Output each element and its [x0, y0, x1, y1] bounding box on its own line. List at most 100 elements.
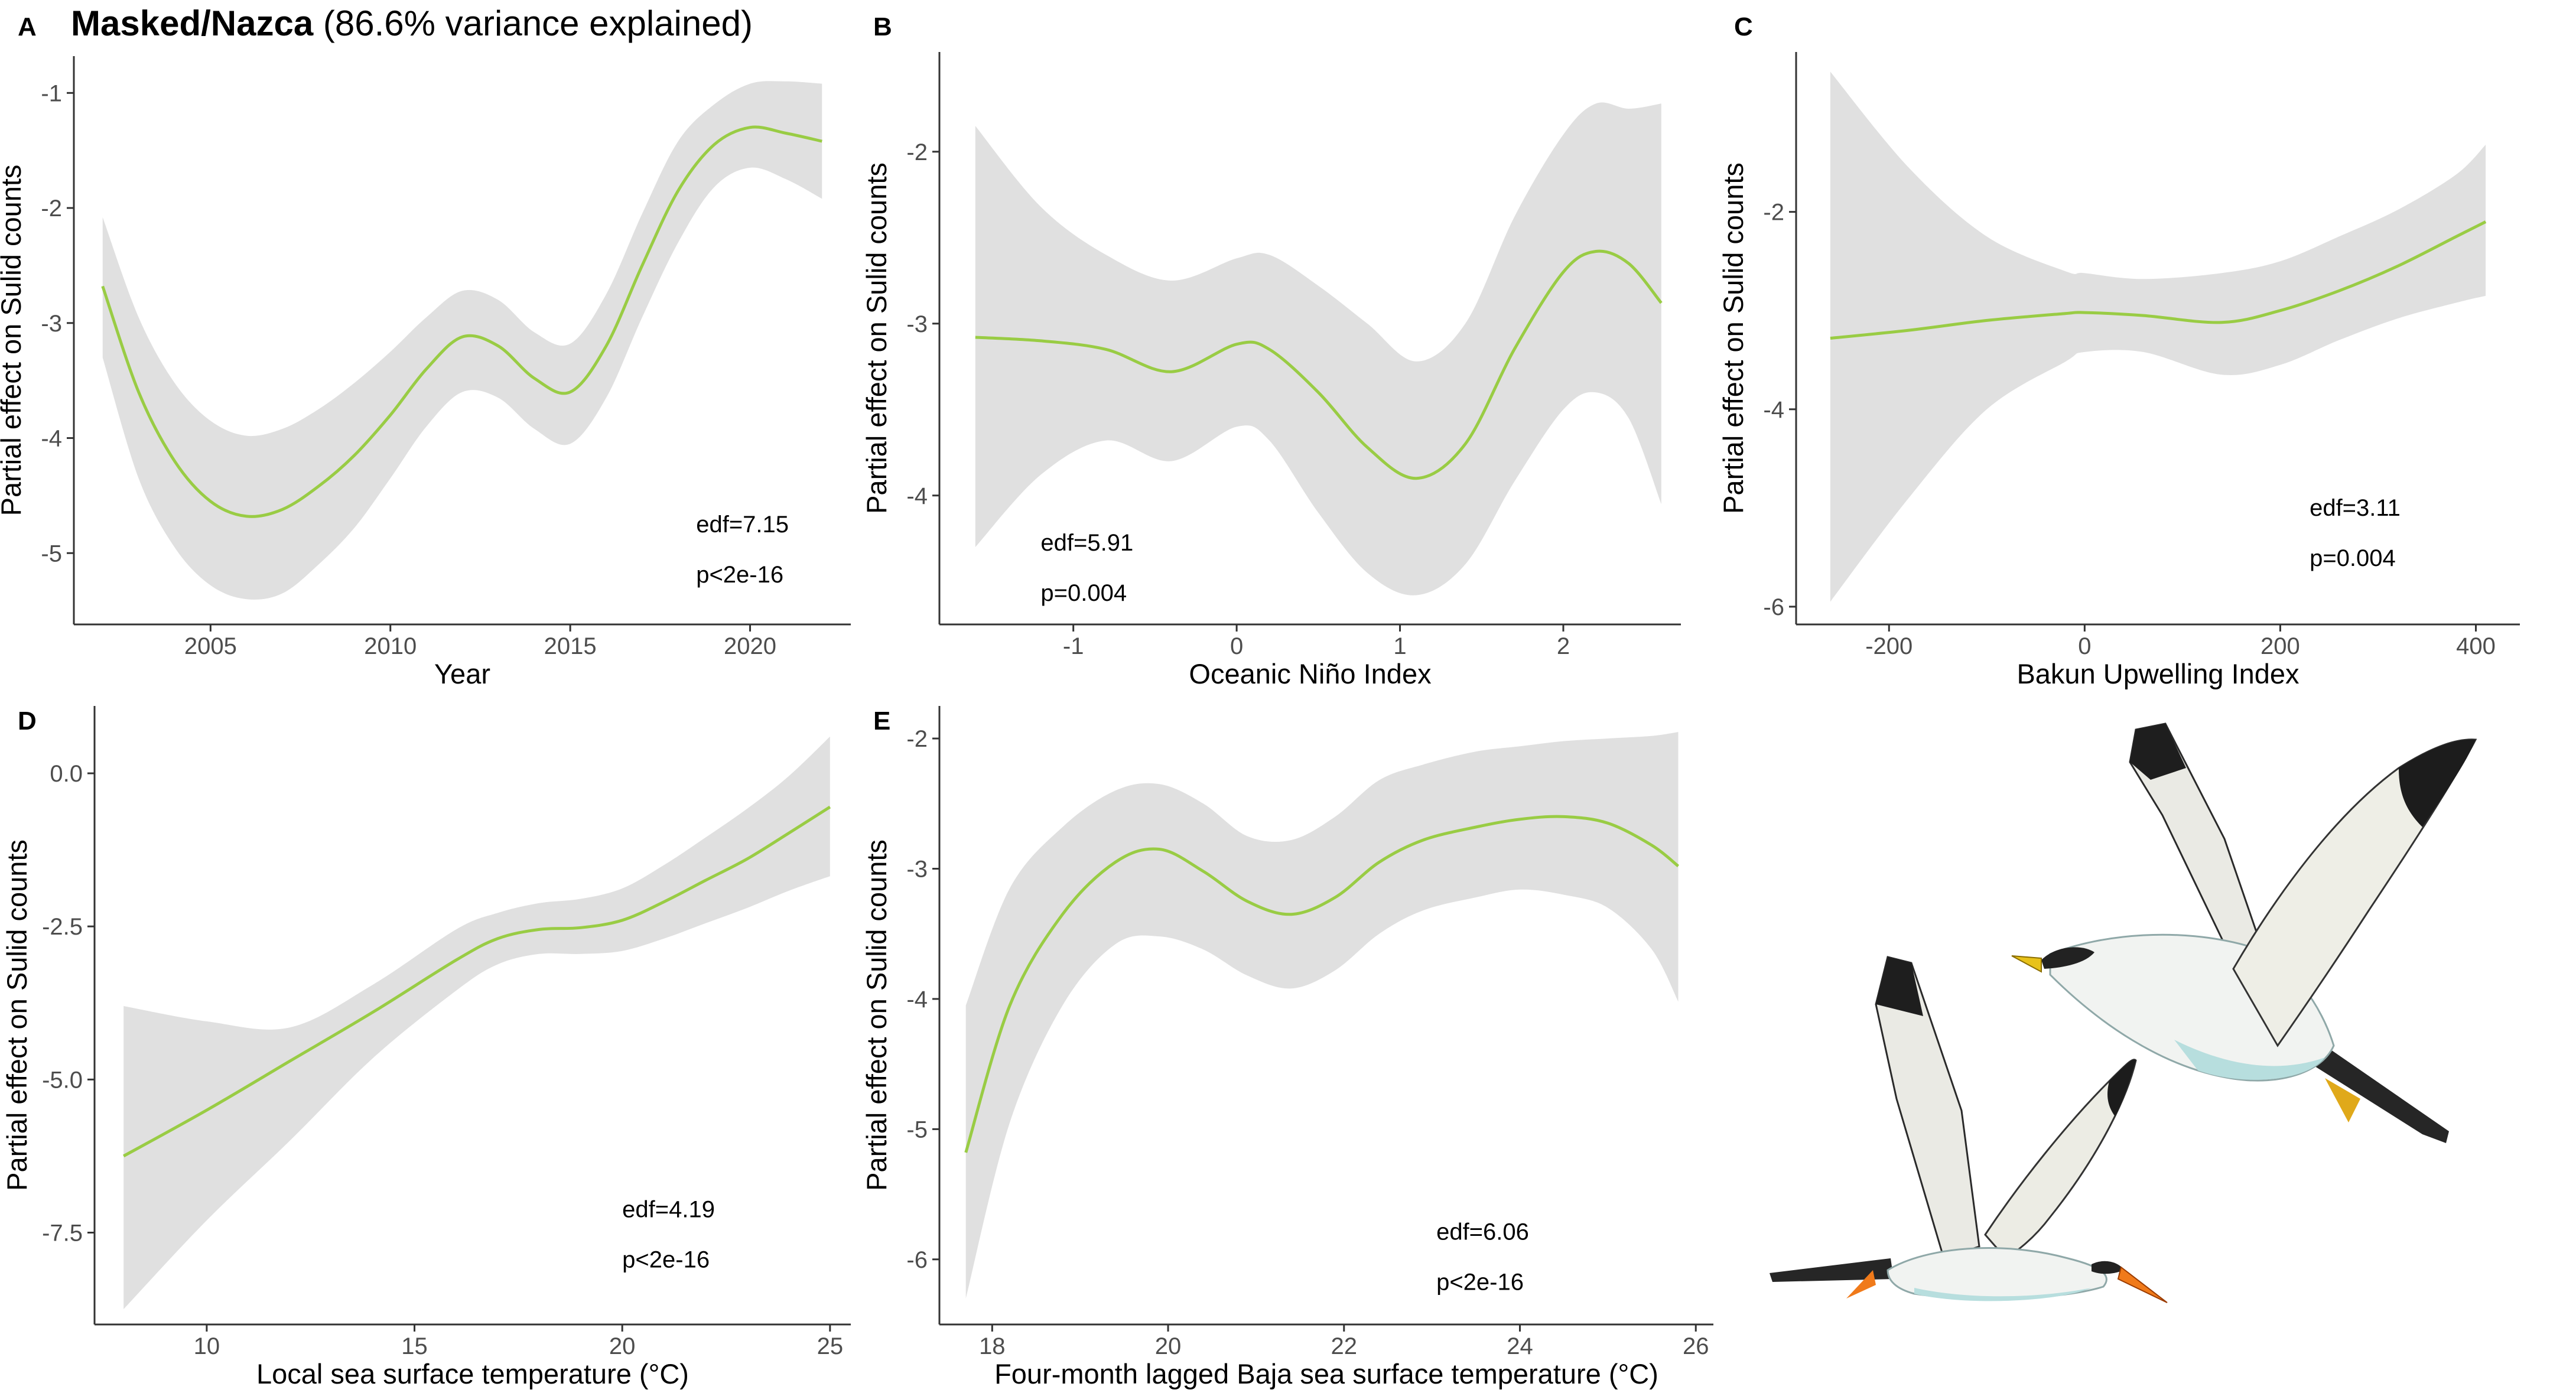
panel-D: 10 15 20 25 -7.5 -5.0 -2.5 0.0 Local sea surface…: [1, 706, 851, 1389]
x-axis-title-B: Oceanic Niño Index: [1189, 658, 1431, 689]
y-tick-label-E: -5: [906, 1117, 928, 1143]
figure-title-bold: Masked/Nazca: [71, 4, 314, 43]
fit-line-A: [101, 125, 822, 518]
x-tick-label-E: 24: [1507, 1333, 1533, 1359]
bird-upper-front-wing-tip: [2399, 739, 2476, 827]
y-tick-label-C: -6: [1763, 594, 1784, 620]
x-tick-label-D: 25: [817, 1333, 844, 1359]
x-tick-label-C: 200: [2260, 633, 2300, 659]
p-value-annotation-C: p=0.004: [2310, 545, 2396, 571]
y-axis-title-E: Partial effect on Sulid counts: [861, 839, 892, 1191]
x-tick-label-A: 2020: [724, 633, 776, 659]
y-tick-label-A: -3: [41, 311, 62, 337]
y-tick-label-B: -4: [906, 483, 928, 509]
x-tick-label-B: 0: [1230, 633, 1243, 659]
confidence-band-C: [1830, 71, 2486, 602]
y-tick-label-A: -1: [41, 80, 62, 106]
x-axis-title-C: Bakun Upwelling Index: [2016, 658, 2299, 689]
x-tick-label-D: 10: [194, 1333, 220, 1359]
x-tick-label-A: 2015: [544, 633, 597, 659]
x-tick-label-B: -1: [1063, 633, 1084, 659]
panel-C: -200 0 200 400 -6 -4 -2 Bakun Upwelling Index Pa…: [1718, 12, 2520, 689]
y-axis-title-A: Partial effect on Sulid counts: [0, 165, 27, 516]
bird-upper-back-wing-tip: [2130, 724, 2186, 780]
bird-upper-belly-shade: [2174, 1040, 2325, 1080]
p-value-annotation-E: p<2e-16: [1436, 1270, 1524, 1296]
edf-annotation-E: edf=6.06: [1436, 1219, 1529, 1245]
x-tick-label-A: 2005: [184, 633, 237, 659]
bird-lower-beak: [2117, 1266, 2168, 1303]
y-tick-label-D: -2.5: [42, 914, 83, 940]
x-tick-label-D: 15: [401, 1333, 428, 1359]
fit-line-E: [964, 815, 1680, 1153]
x-axis-title-D: Local sea surface temperature (°C): [256, 1358, 689, 1389]
confidence-band-E: [965, 732, 1679, 1298]
bird-lower-back-wing-tip: [1876, 957, 1923, 1016]
bird-lower-tail: [1770, 1258, 1894, 1282]
y-tick-label-C: -4: [1763, 397, 1784, 423]
x-tick-label-E: 22: [1331, 1333, 1358, 1359]
y-tick-label-C: -2: [1763, 200, 1784, 226]
y-axis-title-B: Partial effect on Sulid counts: [861, 162, 892, 514]
p-value-annotation-B: p=0.004: [1040, 580, 1127, 606]
y-tick-label-A: -4: [41, 426, 62, 452]
x-tick-label-C: 0: [2078, 633, 2091, 659]
x-tick-label-A: 2010: [364, 633, 417, 659]
figure-title: Masked/Nazca (86.6% variance explained): [71, 4, 753, 43]
y-axis-title-D: Partial effect on Sulid counts: [1, 839, 32, 1191]
p-value-annotation-D: p<2e-16: [622, 1247, 710, 1273]
panel-B: -1 0 1 2 -4 -3 -2 Oceanic Niño Index Partial eff…: [861, 12, 1681, 689]
y-tick-label-D: -7.5: [42, 1220, 83, 1246]
panel-E: 18 20 22 24 26 -6 -5 -4 -3 -2 Four-month lagged Ba…: [861, 706, 1713, 1389]
bird-lower-mask: [2092, 1261, 2124, 1274]
fit-line-C: [1830, 220, 2487, 340]
x-tick-label-D: 20: [609, 1333, 636, 1359]
edf-annotation-A: edf=7.15: [696, 512, 789, 538]
y-tick-label-D: -5.0: [42, 1067, 83, 1093]
bird-lower-front-wing-tip: [2107, 1059, 2136, 1117]
booby-bird-upper: [2011, 722, 2477, 1143]
bird-upper-tail: [2310, 1046, 2449, 1143]
panel-letter-B: B: [873, 12, 892, 41]
edf-annotation-D: edf=4.19: [622, 1197, 715, 1223]
bird-lower-body: [1887, 1247, 2107, 1300]
y-axis-title-C: Partial effect on Sulid counts: [1718, 162, 1749, 514]
edf-annotation-B: edf=5.91: [1040, 530, 1133, 556]
x-tick-label-B: 2: [1557, 633, 1570, 659]
p-value-annotation-A: p<2e-16: [696, 562, 783, 588]
x-tick-label-C: -200: [1865, 633, 1913, 659]
booby-birds-illustration: [1770, 722, 2477, 1303]
fit-line-B: [975, 249, 1663, 480]
bird-lower-foot: [1846, 1270, 1876, 1298]
y-tick-label-E: -2: [906, 726, 928, 752]
bird-upper-foot: [2325, 1078, 2360, 1122]
bird-lower-belly-shade: [1914, 1288, 2092, 1301]
x-tick-label-B: 1: [1393, 633, 1406, 659]
y-tick-label-B: -3: [906, 311, 928, 337]
x-tick-label-C: 400: [2456, 633, 2496, 659]
y-tick-label-A: -2: [41, 196, 62, 222]
x-tick-label-E: 26: [1683, 1333, 1709, 1359]
bird-upper-beak: [2011, 955, 2042, 973]
y-tick-label-E: -4: [906, 987, 928, 1013]
x-axis-title-A: Year: [434, 658, 490, 689]
figure-title-rest: (86.6% variance explained): [313, 4, 753, 43]
y-tick-label-E: -6: [906, 1247, 928, 1273]
y-tick-label-B: -2: [906, 139, 928, 165]
x-axis-title-E: Four-month lagged Baja sea surface tempe…: [994, 1358, 1658, 1389]
y-tick-label-A: -5: [41, 541, 62, 567]
panel-letter-C: C: [1734, 12, 1753, 41]
bird-upper-mask: [2041, 947, 2094, 969]
panel-letter-D: D: [18, 707, 37, 735]
bird-lower-front-wing: [1984, 1059, 2137, 1259]
y-tick-label-D: 0.0: [50, 761, 83, 787]
panel-letter-E: E: [873, 707, 890, 735]
x-tick-label-E: 18: [979, 1333, 1006, 1359]
edf-annotation-C: edf=3.11: [2310, 495, 2401, 521]
booby-bird-lower: [1770, 956, 2168, 1303]
y-tick-label-E: -3: [906, 857, 928, 883]
confidence-band-D: [123, 736, 830, 1310]
x-tick-label-E: 20: [1155, 1333, 1182, 1359]
